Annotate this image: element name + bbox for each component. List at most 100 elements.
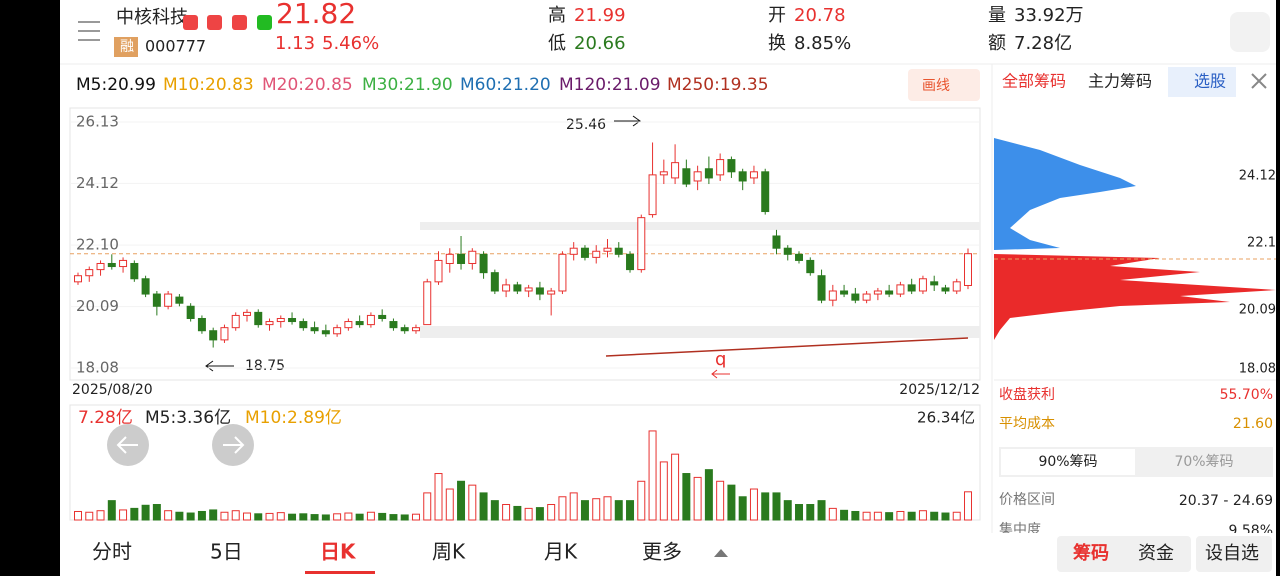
volume-bar (851, 510, 860, 521)
volume-bar (85, 511, 94, 521)
zone-band (420, 222, 980, 230)
range-tab-selected[interactable] (1001, 449, 1135, 475)
candle-body (288, 317, 297, 323)
period-tab[interactable]: 周K (432, 540, 466, 564)
volume-bar (119, 509, 128, 521)
candle-body (333, 327, 342, 335)
candle-body (952, 281, 961, 292)
volume-bar (209, 509, 218, 521)
chip-tab[interactable]: 选股 (1194, 72, 1226, 91)
arrow (711, 369, 730, 379)
volume-bar (828, 507, 837, 521)
draw-button-label: 画线 (922, 78, 950, 94)
candle-body (659, 171, 668, 176)
date-end: 2025/12/12 (899, 382, 980, 398)
period-tab[interactable]: 分时 (92, 540, 132, 564)
chip-loss (994, 254, 1276, 340)
candle-body (220, 327, 229, 341)
candle-body (840, 290, 849, 295)
volume-bar (423, 492, 432, 521)
button-bg (1196, 536, 1272, 572)
candle-body (355, 321, 364, 326)
candle-body (806, 259, 815, 274)
range-tab[interactable]: 70%筹码 (1174, 453, 1233, 470)
row-label: 收盘获利 (999, 386, 1055, 403)
candle-body (907, 284, 916, 292)
ma-label: M250:19.35 (667, 75, 769, 95)
candle-body (704, 168, 713, 179)
candle-body (479, 253, 488, 274)
candle-body (637, 217, 646, 271)
candle-body (862, 293, 871, 301)
volume-bar (580, 500, 589, 521)
y-tick-label: 24.12 (76, 174, 119, 192)
next-arrow (223, 436, 245, 454)
candle-body (524, 287, 533, 292)
candle-body (389, 321, 398, 329)
volume-bar (547, 504, 556, 521)
draw-button[interactable] (908, 69, 980, 101)
volume-bar (817, 500, 826, 521)
candle-body (468, 250, 477, 264)
candle-body (74, 275, 82, 283)
candle-body (727, 159, 736, 173)
volume-legend: 7.28亿 M5:3.36亿 M10:2.89亿 (78, 408, 342, 428)
candle-body (547, 290, 556, 295)
menu-icon[interactable] (78, 21, 100, 41)
candle-body (254, 311, 263, 326)
volume-bar (344, 512, 353, 521)
stock-name: 中核科技 (116, 7, 188, 28)
mark-annotation: q (715, 349, 726, 370)
candle-body (738, 171, 747, 182)
ma-label: M60:21.20 (460, 75, 551, 95)
period-tab[interactable]: 5日 (210, 540, 243, 564)
volume-bar (716, 480, 725, 521)
action-button[interactable]: 资金 (1138, 543, 1174, 564)
candle-body (366, 314, 375, 326)
action-button[interactable]: 筹码 (1073, 542, 1109, 564)
volume-bar (682, 473, 691, 521)
zone-band (420, 326, 980, 338)
period-tab-active[interactable]: 日K (320, 540, 357, 564)
volume-bar (175, 511, 184, 521)
candle-body (502, 284, 511, 292)
action-button[interactable]: 设自选 (1205, 543, 1259, 564)
close-icon[interactable] (1251, 73, 1267, 89)
range-tab[interactable]: 90%筹码 (1038, 453, 1097, 470)
detail-label: 价格区间 (999, 492, 1055, 508)
volume-bar (795, 504, 804, 521)
fullscreen-button[interactable] (1230, 12, 1270, 52)
candle-body (152, 293, 161, 307)
row-value: 21.60 (1233, 416, 1273, 432)
chip-tab[interactable]: 主力筹码 (1088, 72, 1152, 91)
volume-bar (761, 492, 770, 521)
candle-body (490, 272, 499, 292)
candle-body (873, 290, 882, 295)
volume-bar (671, 453, 680, 521)
volume-bar (964, 491, 972, 521)
candle-body (85, 269, 94, 277)
change: 1.13 (275, 33, 315, 54)
period-tab[interactable]: 更多 (642, 540, 682, 564)
candle-body (423, 281, 432, 326)
button-group (1057, 536, 1191, 572)
chip-price: 18.08 (1239, 362, 1276, 377)
candle-body (310, 327, 319, 332)
period-tab[interactable]: 月K (544, 540, 578, 564)
volume-bar (862, 511, 871, 521)
candle-body (378, 314, 387, 319)
stat-value: 8.85% (794, 33, 851, 54)
arrow (205, 360, 234, 372)
volume-bar (310, 514, 319, 521)
volume-bar (941, 512, 950, 521)
ma-label: M30:21.90 (362, 75, 453, 95)
ma-label: M120:21.09 (559, 75, 661, 95)
y-tick-label: 18.08 (76, 359, 119, 377)
ma-legend: M5:20.99 M10:20.83 M20:20.85 M30:21.90 M60:2… (76, 75, 769, 95)
volume-bar (704, 469, 713, 521)
chip-tab[interactable]: 全部筹码 (1002, 72, 1066, 91)
volume-bar (885, 512, 894, 521)
low-annotation: 18.75 (245, 358, 285, 374)
